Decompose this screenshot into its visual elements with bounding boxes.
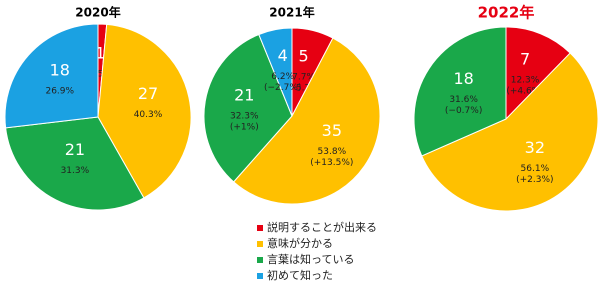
value-label: 18 [50,61,70,80]
share-label: 31.3% [61,166,90,176]
value-label: 21 [234,85,254,104]
share-label: 26.9% [45,87,74,97]
share-label: 40.3% [134,110,163,120]
value-label: 27 [138,84,158,103]
pie-slice [203,33,293,183]
change-label: (−2.7%) [264,83,301,93]
pie-slice [413,26,507,157]
legend-label: 言葉は知っている [267,252,354,266]
change-label: (+1%) [230,122,259,132]
pie-slice [232,37,381,205]
change-label: (+2.3%) [516,175,553,185]
share-label: 31.6% [449,95,478,105]
pie-slice [5,116,145,211]
value-label: 5 [298,47,308,66]
pie-slice [4,23,99,129]
change-label: (+5.2%) [285,84,322,94]
change-label: (+13.5%) [310,158,353,168]
legend-swatch [257,273,263,279]
change-label: (−0.7%) [445,106,482,116]
share-label: 6.2% [271,72,294,82]
pie-slice [258,27,293,117]
chart-title: 2022年 [478,4,535,22]
legend-swatch [257,241,263,247]
share-label: 56.1% [521,164,550,174]
value-label: 32 [525,138,545,157]
legend-label: 説明することが出来る [267,220,377,234]
legend-label: 意味が分かる [267,236,333,250]
value-label: 35 [322,121,342,140]
pie-slice [421,52,599,212]
share-label: 12.3% [511,76,540,86]
pie-slice [97,23,192,199]
legend-swatch [257,257,263,263]
value-label: 18 [453,69,473,88]
value-label: 1 [95,43,105,62]
chart-title: 2020年 [75,5,120,20]
change-label: (+4.6%) [506,87,543,97]
share-label: 7.7% [292,73,315,83]
value-label: 4 [278,46,288,65]
legend-label: 初めて知った [267,268,333,281]
pie-slice [505,26,571,121]
share-label: 32.3% [230,111,259,121]
share-label: 53.8% [318,147,347,157]
legend-swatch [257,225,263,231]
chart-title: 2021年 [269,5,314,20]
value-label: 7 [520,50,530,69]
share-label: 1.5% [89,69,112,79]
value-label: 21 [65,140,85,159]
